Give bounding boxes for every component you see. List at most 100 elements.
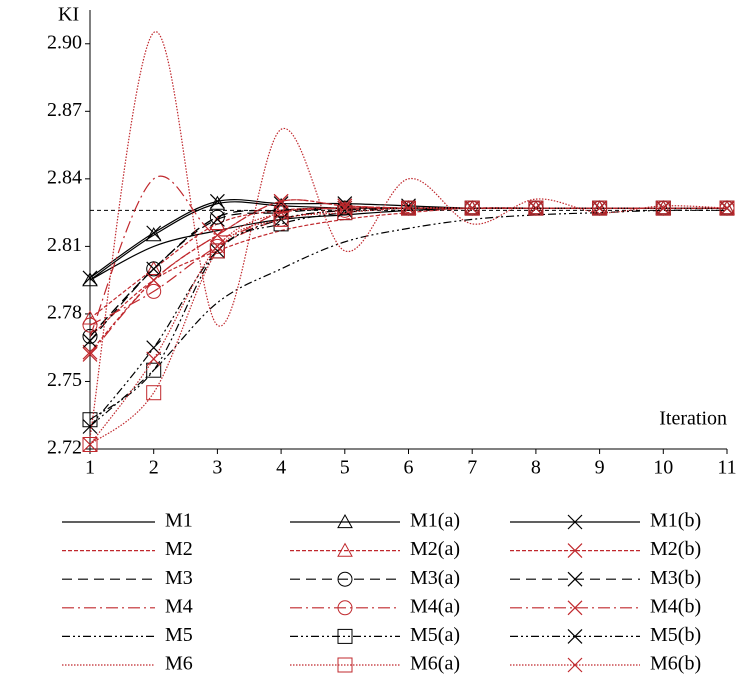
legend-label: M1(a): [410, 510, 460, 532]
x-tick-label: 2: [149, 457, 159, 479]
x-tick-label: 11: [717, 457, 736, 479]
series-line: [89, 207, 727, 337]
marker: [209, 243, 225, 259]
series-line: [89, 199, 727, 353]
marker: [337, 628, 353, 644]
series-line: [89, 175, 727, 337]
marker: [719, 200, 735, 216]
marker: [146, 261, 162, 277]
marker: [209, 211, 225, 227]
series-line: [89, 207, 727, 326]
x-tick-label: 6: [404, 457, 414, 479]
y-tick-label: 2.90: [47, 31, 82, 53]
x-tick-label: 5: [340, 457, 350, 479]
series-line: [89, 207, 727, 445]
x-tick-label: 8: [531, 457, 541, 479]
x-tick-label: 1: [85, 457, 95, 479]
series-line: [89, 207, 727, 445]
series-line: [89, 207, 727, 427]
marker: [567, 514, 583, 530]
marker: [337, 657, 353, 673]
x-tick-label: 7: [467, 457, 477, 479]
marker: [337, 200, 353, 216]
marker: [400, 200, 417, 215]
legend-label: M3(b): [650, 567, 701, 589]
legend-label: M5: [165, 624, 193, 646]
legend-label: M4(a): [410, 595, 460, 617]
x-tick-label: 10: [653, 457, 673, 479]
legend-label: M6(a): [410, 653, 460, 675]
legend-label: M2(a): [410, 538, 460, 560]
marker: [567, 600, 583, 616]
marker: [146, 283, 162, 299]
marker: [82, 328, 98, 344]
marker: [146, 385, 162, 401]
marker: [146, 225, 162, 241]
marker: [145, 260, 162, 275]
marker: [567, 543, 583, 559]
series-line: [89, 209, 728, 427]
marker: [528, 200, 544, 216]
series-line: [89, 207, 727, 337]
legend-label: M4(b): [650, 595, 701, 617]
legend-label: M2: [165, 538, 193, 560]
marker: [209, 193, 225, 209]
legend-label: M2(b): [650, 538, 701, 560]
legend-label: M1: [165, 510, 193, 532]
y-tick-label: 2.87: [47, 99, 82, 121]
marker: [82, 272, 98, 287]
marker: [655, 200, 671, 216]
marker: [82, 347, 98, 362]
marker: [273, 193, 289, 209]
marker: [82, 344, 98, 360]
marker: [337, 600, 353, 616]
legend-label: M4: [165, 595, 193, 617]
marker: [146, 351, 162, 367]
series-line: [89, 207, 727, 337]
legend-label: M5(b): [650, 624, 701, 646]
series-line: [89, 207, 727, 319]
marker: [567, 628, 583, 644]
y-tick-label: 2.78: [47, 302, 82, 324]
marker: [146, 261, 162, 277]
y-tick-label: 2.72: [47, 437, 82, 459]
y-tick-label: 2.75: [47, 369, 82, 391]
legend-label: M3(a): [410, 567, 460, 589]
marker: [209, 243, 225, 259]
legend-label: M5(a): [410, 624, 460, 646]
marker: [655, 200, 672, 215]
marker: [82, 437, 98, 452]
marker: [82, 333, 98, 349]
x-tick-label: 4: [276, 457, 286, 479]
y-axis-label: KI: [58, 4, 79, 26]
marker: [209, 195, 226, 210]
marker: [528, 200, 544, 216]
marker: [209, 227, 225, 243]
marker: [146, 272, 162, 288]
marker: [82, 270, 98, 286]
marker: [337, 542, 353, 557]
marker: [337, 205, 353, 221]
marker: [592, 200, 608, 216]
marker: [464, 200, 481, 215]
marker: [82, 436, 98, 452]
marker: [528, 200, 544, 215]
series-line: [89, 31, 728, 438]
marker: [719, 200, 735, 216]
legend-label: M6(b): [650, 653, 701, 675]
marker: [337, 513, 353, 529]
y-tick-label: 2.81: [47, 234, 82, 256]
legend-label: M3: [165, 567, 193, 589]
marker: [82, 419, 98, 434]
marker: [567, 657, 583, 673]
legend-label: M1(b): [650, 510, 701, 532]
marker: [82, 317, 98, 333]
x-axis-label: Iteration: [659, 408, 727, 430]
marker: [464, 200, 480, 216]
marker: [273, 205, 289, 221]
marker: [401, 200, 416, 216]
marker: [146, 340, 162, 356]
y-tick-label: 2.84: [47, 166, 82, 188]
series-line: [89, 199, 727, 355]
